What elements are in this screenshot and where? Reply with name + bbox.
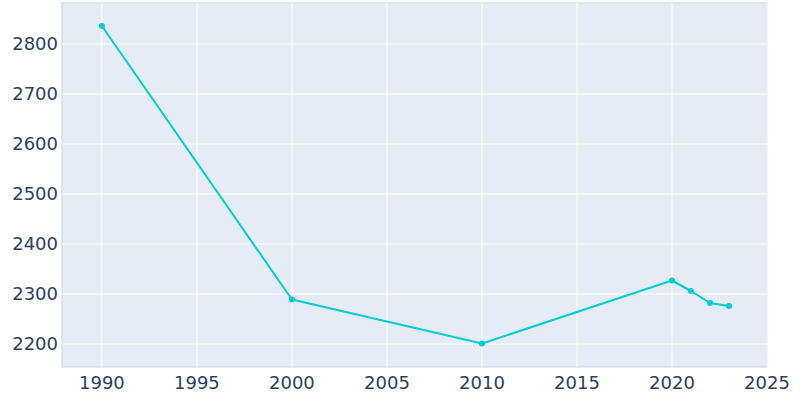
line [102, 26, 729, 344]
x-grid-line [196, 3, 197, 367]
x-tick-label: 2005 [364, 372, 410, 393]
chart-svg: 1990 1995 2000 2005 2010 2015 2020 2025 2200 2300… [0, 0, 800, 400]
y-grid-line [62, 94, 767, 95]
tick-labels: 1990 1995 2000 2005 2010 2015 2020 2025 2200 2300… [12, 33, 790, 393]
y-grid-line [62, 294, 767, 295]
x-grid-line [291, 3, 292, 367]
y-tick-label: 2400 [12, 233, 58, 254]
x-grid-line [386, 3, 387, 367]
x-tick-label: 2000 [269, 372, 315, 393]
point [99, 23, 105, 29]
x-tick-label: 1995 [174, 372, 220, 393]
y-grid-line [62, 244, 767, 245]
x-tick-label: 1990 [79, 372, 125, 393]
x-tick-label: 2020 [649, 372, 695, 393]
y-tick-label: 2800 [12, 33, 58, 54]
y-grid-line [62, 344, 767, 345]
x-grid-line [481, 3, 482, 367]
y-tick-label: 2500 [12, 183, 58, 204]
point [726, 303, 732, 309]
grid [62, 3, 767, 367]
y-tick-label: 2700 [12, 83, 58, 104]
x-grid-line [671, 3, 672, 367]
y-tick-label: 2300 [12, 283, 58, 304]
y-grid-line [62, 194, 767, 195]
series [99, 23, 732, 347]
x-grid-line [767, 3, 768, 367]
x-grid-line [101, 3, 102, 367]
y-tick-label: 2200 [12, 333, 58, 354]
point [479, 341, 485, 347]
point [707, 300, 713, 306]
plot-area [62, 3, 767, 367]
point [289, 297, 295, 303]
x-tick-label: 2025 [744, 372, 790, 393]
x-tick-label: 2010 [459, 372, 505, 393]
y-tick-label: 2600 [12, 133, 58, 154]
point [688, 288, 694, 294]
chart-container: 1990 1995 2000 2005 2010 2015 2020 2025 2200 2300… [0, 0, 800, 400]
point [669, 278, 675, 284]
y-grid-line [62, 44, 767, 45]
x-tick-label: 2015 [554, 372, 600, 393]
y-grid-line [62, 144, 767, 145]
